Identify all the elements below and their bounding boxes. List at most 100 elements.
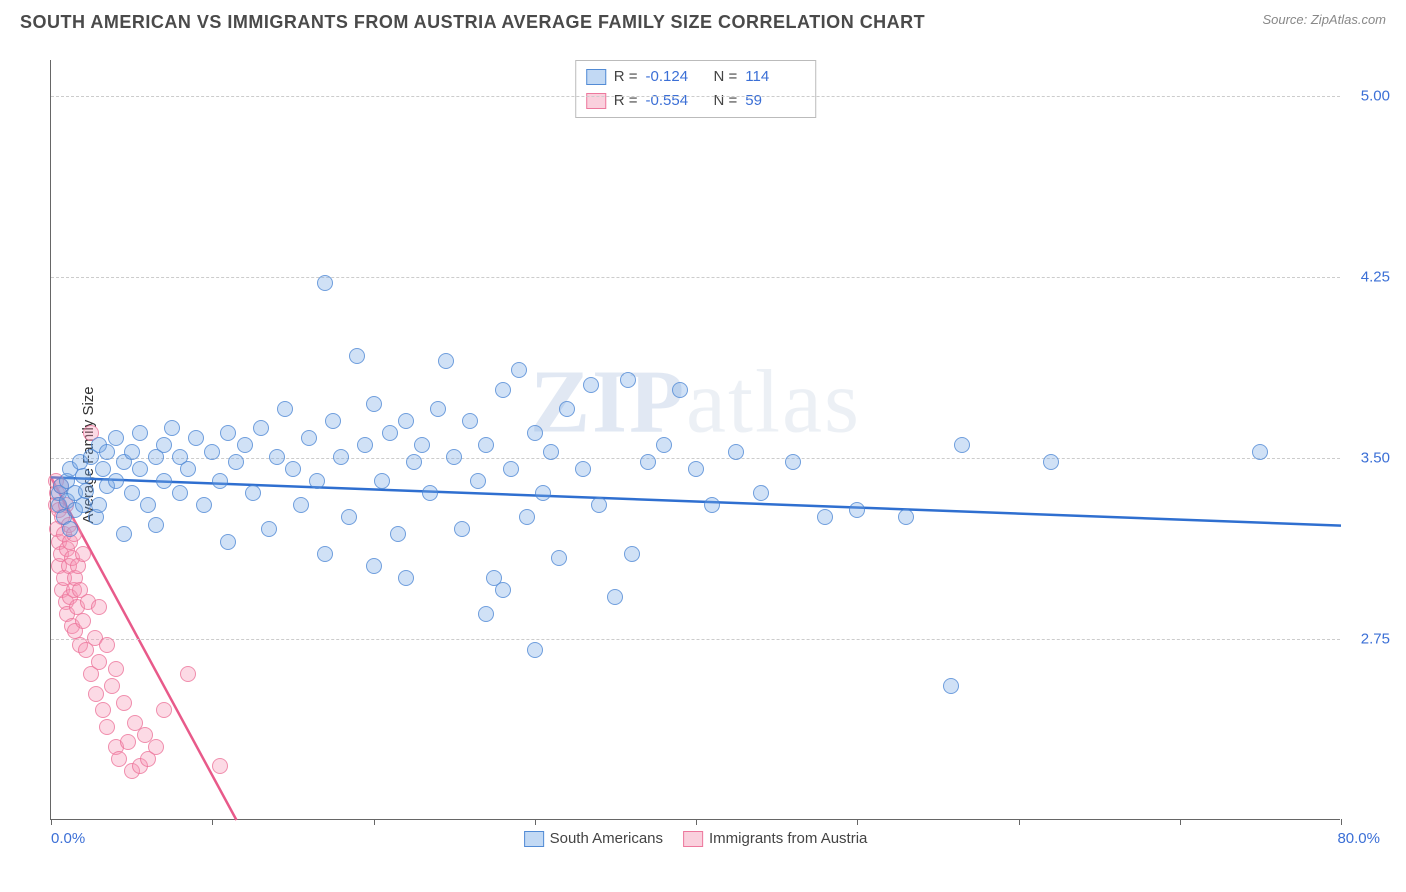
data-point [212, 758, 228, 774]
data-point [398, 413, 414, 429]
swatch-pink-icon [683, 831, 703, 847]
data-point [753, 485, 769, 501]
data-point [656, 437, 672, 453]
data-point [1252, 444, 1268, 460]
data-point [75, 546, 91, 562]
data-point [624, 546, 640, 562]
data-point [277, 401, 293, 417]
data-point [495, 382, 511, 398]
data-point [88, 686, 104, 702]
data-point [390, 526, 406, 542]
y-tick-label: 4.25 [1361, 269, 1390, 286]
x-tick-left: 0.0% [51, 830, 85, 847]
data-point [357, 437, 373, 453]
data-point [954, 437, 970, 453]
data-point [237, 437, 253, 453]
data-point [341, 509, 357, 525]
data-point [535, 485, 551, 501]
data-point [785, 454, 801, 470]
data-point [325, 413, 341, 429]
data-point [172, 485, 188, 501]
x-tick [535, 819, 536, 825]
data-point [180, 666, 196, 682]
data-point [132, 425, 148, 441]
data-point [261, 521, 277, 537]
data-point [95, 702, 111, 718]
data-point [156, 437, 172, 453]
data-point [293, 497, 309, 513]
data-point [503, 461, 519, 477]
data-point [366, 396, 382, 412]
data-point [382, 425, 398, 441]
data-point [108, 430, 124, 446]
gridline [51, 458, 1340, 459]
data-point [366, 558, 382, 574]
data-point [478, 437, 494, 453]
x-tick [1180, 819, 1181, 825]
data-point [817, 509, 833, 525]
data-point [220, 425, 236, 441]
data-point [317, 546, 333, 562]
y-tick-label: 3.50 [1361, 450, 1390, 467]
data-point [91, 654, 107, 670]
data-point [495, 582, 511, 598]
x-tick-right: 80.0% [1337, 830, 1380, 847]
data-point [99, 637, 115, 653]
data-point [309, 473, 325, 489]
data-point [156, 702, 172, 718]
data-point [196, 497, 212, 513]
x-tick [212, 819, 213, 825]
data-point [108, 473, 124, 489]
data-point [462, 413, 478, 429]
data-point [164, 420, 180, 436]
gridline [51, 96, 1340, 97]
data-point [91, 599, 107, 615]
data-point [269, 449, 285, 465]
x-tick [857, 819, 858, 825]
data-point [478, 606, 494, 622]
data-point [188, 430, 204, 446]
data-point [640, 454, 656, 470]
data-point [543, 444, 559, 460]
data-point [446, 449, 462, 465]
x-tick [1341, 819, 1342, 825]
y-tick-label: 5.00 [1361, 88, 1390, 105]
data-point [527, 642, 543, 658]
x-tick [374, 819, 375, 825]
data-point [430, 401, 446, 417]
data-point [99, 444, 115, 460]
data-point [124, 444, 140, 460]
data-point [156, 473, 172, 489]
data-point [943, 678, 959, 694]
data-point [551, 550, 567, 566]
gridline [51, 277, 1340, 278]
y-tick-label: 2.75 [1361, 631, 1390, 648]
data-point [511, 362, 527, 378]
x-tick [51, 819, 52, 825]
data-point [374, 473, 390, 489]
data-point [116, 526, 132, 542]
data-point [62, 521, 78, 537]
data-point [91, 497, 107, 513]
swatch-blue [586, 69, 606, 85]
x-tick [1019, 819, 1020, 825]
data-point [398, 570, 414, 586]
data-point [148, 517, 164, 533]
data-point [75, 613, 91, 629]
data-point [575, 461, 591, 477]
data-point [228, 454, 244, 470]
source-label: Source: ZipAtlas.com [1262, 12, 1386, 27]
data-point [116, 695, 132, 711]
data-point [333, 449, 349, 465]
data-point [108, 661, 124, 677]
data-point [607, 589, 623, 605]
data-point [422, 485, 438, 501]
stat-row-blue: R = -0.124 N = 114 [586, 65, 806, 89]
data-point [78, 483, 94, 499]
data-point [704, 497, 720, 513]
data-point [583, 377, 599, 393]
data-point [438, 353, 454, 369]
gridline [51, 639, 1340, 640]
stat-row-pink: R = -0.554 N = 59 [586, 89, 806, 113]
chart-area: Average Family Size ZIPatlas R = -0.124 … [50, 60, 1380, 850]
